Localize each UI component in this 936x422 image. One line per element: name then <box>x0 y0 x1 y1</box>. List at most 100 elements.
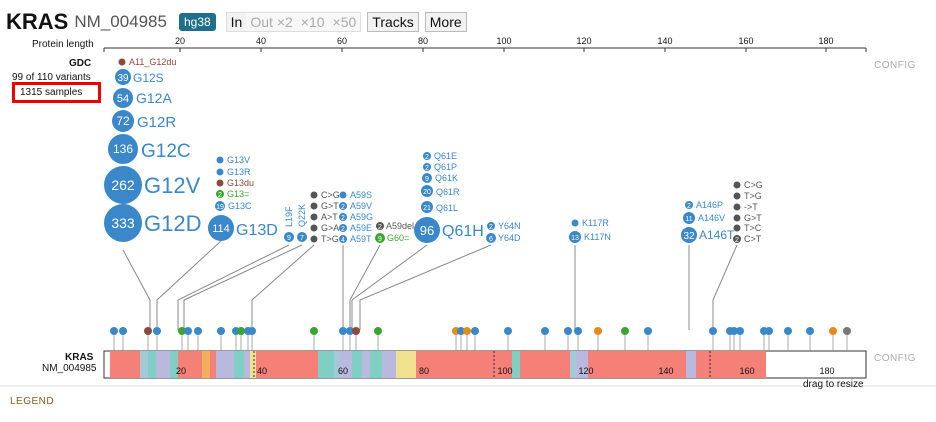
svg-text:11: 11 <box>685 216 692 223</box>
svg-text:T>G: T>G <box>744 191 762 201</box>
mutation-bubble[interactable] <box>108 134 138 164</box>
domain-tick: 120 <box>578 366 593 376</box>
svg-text:C>T: C>T <box>744 234 762 244</box>
axis-tick: 40 <box>256 36 266 46</box>
more-button[interactable]: More <box>424 12 467 32</box>
svg-text:136: 136 <box>113 142 133 156</box>
svg-text:A11_G12du: A11_G12du <box>129 57 176 67</box>
genome-badge[interactable]: hg38 <box>178 13 216 31</box>
header-bar: KRAS NM_004985 hg38 In Out ×2 ×10 ×50 Tr… <box>6 8 473 36</box>
svg-text:A>T: A>T <box>321 212 338 222</box>
svg-text:A59S: A59S <box>350 190 372 200</box>
svg-text:2: 2 <box>735 237 739 244</box>
domain-gene-label: KRAS <box>65 352 94 363</box>
svg-text:2: 2 <box>489 224 493 231</box>
svg-text:2: 2 <box>425 154 429 161</box>
mutation-bubble[interactable] <box>104 166 142 204</box>
svg-text:19: 19 <box>216 204 224 211</box>
svg-text:Y64D: Y64D <box>498 233 521 243</box>
gene-name: KRAS <box>6 9 69 34</box>
svg-text:A59del: A59del <box>386 221 414 231</box>
svg-text:Q61H: Q61H <box>442 223 484 240</box>
axis-tick: 160 <box>738 36 753 46</box>
domain-transcript-label: NM_004985 <box>42 363 97 374</box>
small-mutation-labels: A11_G12du G13V G13R G13du 2 G13= 19 G13C… <box>118 57 763 244</box>
svg-text:G>T: G>T <box>744 213 762 223</box>
transcript-id: NM_004985 <box>74 12 167 31</box>
svg-text:262: 262 <box>111 177 135 193</box>
svg-text:G13du: G13du <box>227 178 254 188</box>
svg-text:C>G: C>G <box>321 190 340 200</box>
svg-text:T>C: T>C <box>744 223 762 233</box>
svg-text:G12R: G12R <box>137 114 176 131</box>
svg-text:G12D: G12D <box>144 211 201 236</box>
track-source: GDC <box>69 58 92 69</box>
domain-tick: 40 <box>257 366 267 376</box>
svg-text:2: 2 <box>425 165 429 172</box>
domain-tick: 20 <box>176 366 186 376</box>
svg-text:Q22K: Q22K <box>297 204 307 227</box>
mutation-bubble[interactable] <box>112 110 134 132</box>
svg-text:Q61E: Q61E <box>434 151 457 161</box>
zoom-x50-button[interactable]: ×50 <box>328 13 361 31</box>
domain-tick: 60 <box>338 366 348 376</box>
mutation-bubble[interactable] <box>681 227 697 243</box>
axis-tick: 20 <box>175 36 185 46</box>
svg-text:G60=: G60= <box>387 233 409 243</box>
domain-config-button[interactable]: CONFIG <box>874 353 916 364</box>
domain-tick: 140 <box>658 366 673 376</box>
domain-tick: 160 <box>739 366 754 376</box>
svg-text:9: 9 <box>378 236 382 243</box>
svg-text:K117N: K117N <box>584 232 611 242</box>
svg-text:G13C: G13C <box>228 201 252 211</box>
svg-text:2: 2 <box>341 204 345 211</box>
svg-text:G12S: G12S <box>133 71 164 85</box>
track-config-button[interactable]: CONFIG <box>874 60 916 71</box>
svg-text:Y64N: Y64N <box>498 221 521 231</box>
svg-text:2: 2 <box>218 192 222 199</box>
svg-text:L19F: L19F <box>284 206 294 227</box>
axis-label: Protein length <box>32 39 94 50</box>
legend-toggle[interactable]: LEGEND <box>10 396 55 407</box>
mutation-bubble[interactable] <box>414 217 440 243</box>
svg-text:G13V: G13V <box>227 155 250 165</box>
axis-tick: 60 <box>337 36 347 46</box>
tracks-button[interactable]: Tracks <box>367 12 419 32</box>
domain-tick: 180 <box>819 366 834 376</box>
zoom-x10-button[interactable]: ×10 <box>296 13 329 31</box>
svg-text:G12C: G12C <box>141 141 191 162</box>
svg-text:72: 72 <box>116 114 130 128</box>
low-frequency-dots <box>110 327 851 350</box>
zoom-in-button[interactable]: In <box>226 13 247 31</box>
svg-text:G>A: G>A <box>321 223 339 233</box>
variants-count: 99 of 110 variants <box>12 72 91 83</box>
drag-resize-hint[interactable]: drag to resize <box>803 379 864 390</box>
zoom-out-button[interactable]: Out ×2 <box>246 13 297 31</box>
mutation-bubbles: 39 G12S 54 G12A 72 G12R 136 G12C 262 G12… <box>104 69 735 243</box>
domain-track[interactable]: 20 40 60 80 100 120 140 160 180 <box>103 350 867 379</box>
svg-text:Q61K: Q61K <box>435 173 458 183</box>
svg-text:A59T: A59T <box>350 234 372 244</box>
svg-text:K117R: K117R <box>582 218 609 228</box>
mutation-bubble[interactable] <box>104 204 142 242</box>
svg-text:20: 20 <box>423 189 431 196</box>
svg-text:13: 13 <box>571 235 579 242</box>
svg-text:2: 2 <box>341 226 345 233</box>
mutation-bubble[interactable] <box>115 69 131 85</box>
mutation-bubble[interactable] <box>208 215 234 241</box>
svg-text:21: 21 <box>423 205 431 212</box>
svg-text:2: 2 <box>341 215 345 222</box>
svg-text:7: 7 <box>300 235 304 242</box>
svg-text:9: 9 <box>425 176 429 183</box>
svg-text:G13R: G13R <box>227 167 251 177</box>
svg-text:A146V: A146V <box>698 213 725 223</box>
svg-text:9: 9 <box>287 235 291 242</box>
samples-count[interactable]: 1315 samples <box>20 87 83 98</box>
mutation-bubble[interactable] <box>113 88 133 108</box>
svg-text:G12A: G12A <box>136 90 172 106</box>
axis-tick: 140 <box>657 36 672 46</box>
svg-text:54: 54 <box>117 93 129 105</box>
svg-text:4: 4 <box>341 237 345 244</box>
svg-text:G13=: G13= <box>227 189 249 199</box>
